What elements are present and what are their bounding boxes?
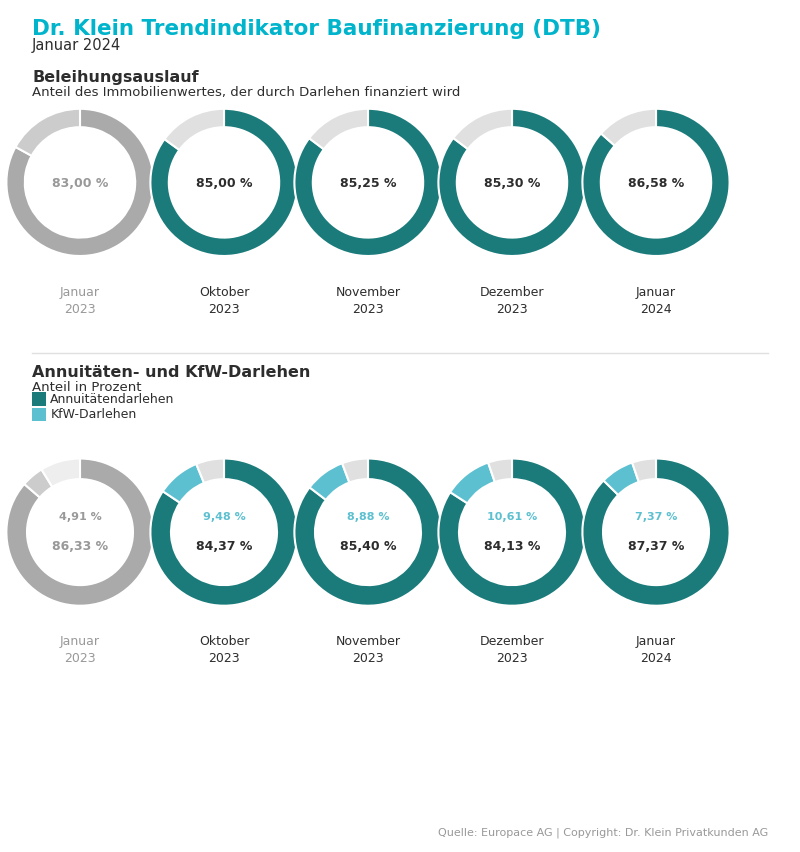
Text: KfW-Darlehen: KfW-Darlehen (50, 407, 137, 421)
Text: Januar 2024: Januar 2024 (32, 38, 122, 54)
Text: 7,37 %: 7,37 % (635, 511, 677, 521)
Text: Anteil des Immobilienwertes, der durch Darlehen finanziert wird: Anteil des Immobilienwertes, der durch D… (32, 86, 460, 99)
Text: 85,25 %: 85,25 % (340, 176, 396, 190)
Text: Dezember
2023: Dezember 2023 (480, 285, 544, 315)
Text: 9,48 %: 9,48 % (202, 511, 246, 521)
Text: 84,13 %: 84,13 % (484, 539, 540, 552)
Text: Annuitäten- und KfW-Darlehen: Annuitäten- und KfW-Darlehen (32, 365, 310, 380)
Text: Januar
2024: Januar 2024 (636, 635, 676, 665)
Text: 87,37 %: 87,37 % (628, 539, 684, 552)
Wedge shape (582, 459, 730, 606)
Text: 85,00 %: 85,00 % (196, 176, 252, 190)
Wedge shape (601, 110, 656, 147)
Wedge shape (15, 110, 80, 157)
Text: November
2023: November 2023 (335, 635, 401, 665)
Text: Quelle: Europace AG | Copyright: Dr. Klein Privatkunden AG: Quelle: Europace AG | Copyright: Dr. Kle… (438, 826, 768, 837)
Wedge shape (196, 459, 224, 483)
Text: November
2023: November 2023 (335, 285, 401, 315)
Wedge shape (6, 459, 154, 606)
Wedge shape (24, 469, 52, 498)
Wedge shape (42, 459, 80, 487)
Wedge shape (488, 459, 512, 482)
Wedge shape (150, 459, 298, 606)
Text: 4,91 %: 4,91 % (58, 511, 102, 521)
Text: Dezember
2023: Dezember 2023 (480, 635, 544, 665)
Text: Januar
2023: Januar 2023 (60, 635, 100, 665)
Wedge shape (150, 110, 298, 256)
Wedge shape (309, 110, 368, 150)
Wedge shape (165, 110, 224, 151)
Wedge shape (632, 459, 656, 482)
Wedge shape (450, 463, 495, 504)
Text: 84,37 %: 84,37 % (196, 539, 252, 552)
Wedge shape (438, 459, 586, 606)
Text: Oktober
2023: Oktober 2023 (199, 285, 249, 315)
Text: 8,88 %: 8,88 % (346, 511, 390, 521)
Wedge shape (342, 459, 368, 483)
Text: Oktober
2023: Oktober 2023 (199, 635, 249, 665)
Wedge shape (454, 110, 512, 150)
Wedge shape (6, 110, 154, 256)
Wedge shape (438, 110, 586, 256)
Text: 10,61 %: 10,61 % (487, 511, 537, 521)
Wedge shape (310, 463, 350, 500)
Wedge shape (294, 459, 442, 606)
Text: Dr. Klein Trendindikator Baufinanzierung (DTB): Dr. Klein Trendindikator Baufinanzierung… (32, 19, 601, 38)
Text: Anteil in Prozent: Anteil in Prozent (32, 381, 142, 394)
Text: 86,58 %: 86,58 % (628, 176, 684, 190)
Text: Beleihungsauslauf: Beleihungsauslauf (32, 70, 198, 85)
Text: 85,40 %: 85,40 % (340, 539, 396, 552)
Text: Annuitätendarlehen: Annuitätendarlehen (50, 392, 174, 406)
Text: 83,00 %: 83,00 % (52, 176, 108, 190)
Text: Januar
2023: Januar 2023 (60, 285, 100, 315)
Wedge shape (294, 110, 442, 256)
Wedge shape (603, 463, 639, 495)
Text: Januar
2024: Januar 2024 (636, 285, 676, 315)
Text: 85,30 %: 85,30 % (484, 176, 540, 190)
Text: 86,33 %: 86,33 % (52, 539, 108, 552)
Wedge shape (162, 464, 204, 504)
Wedge shape (582, 110, 730, 256)
